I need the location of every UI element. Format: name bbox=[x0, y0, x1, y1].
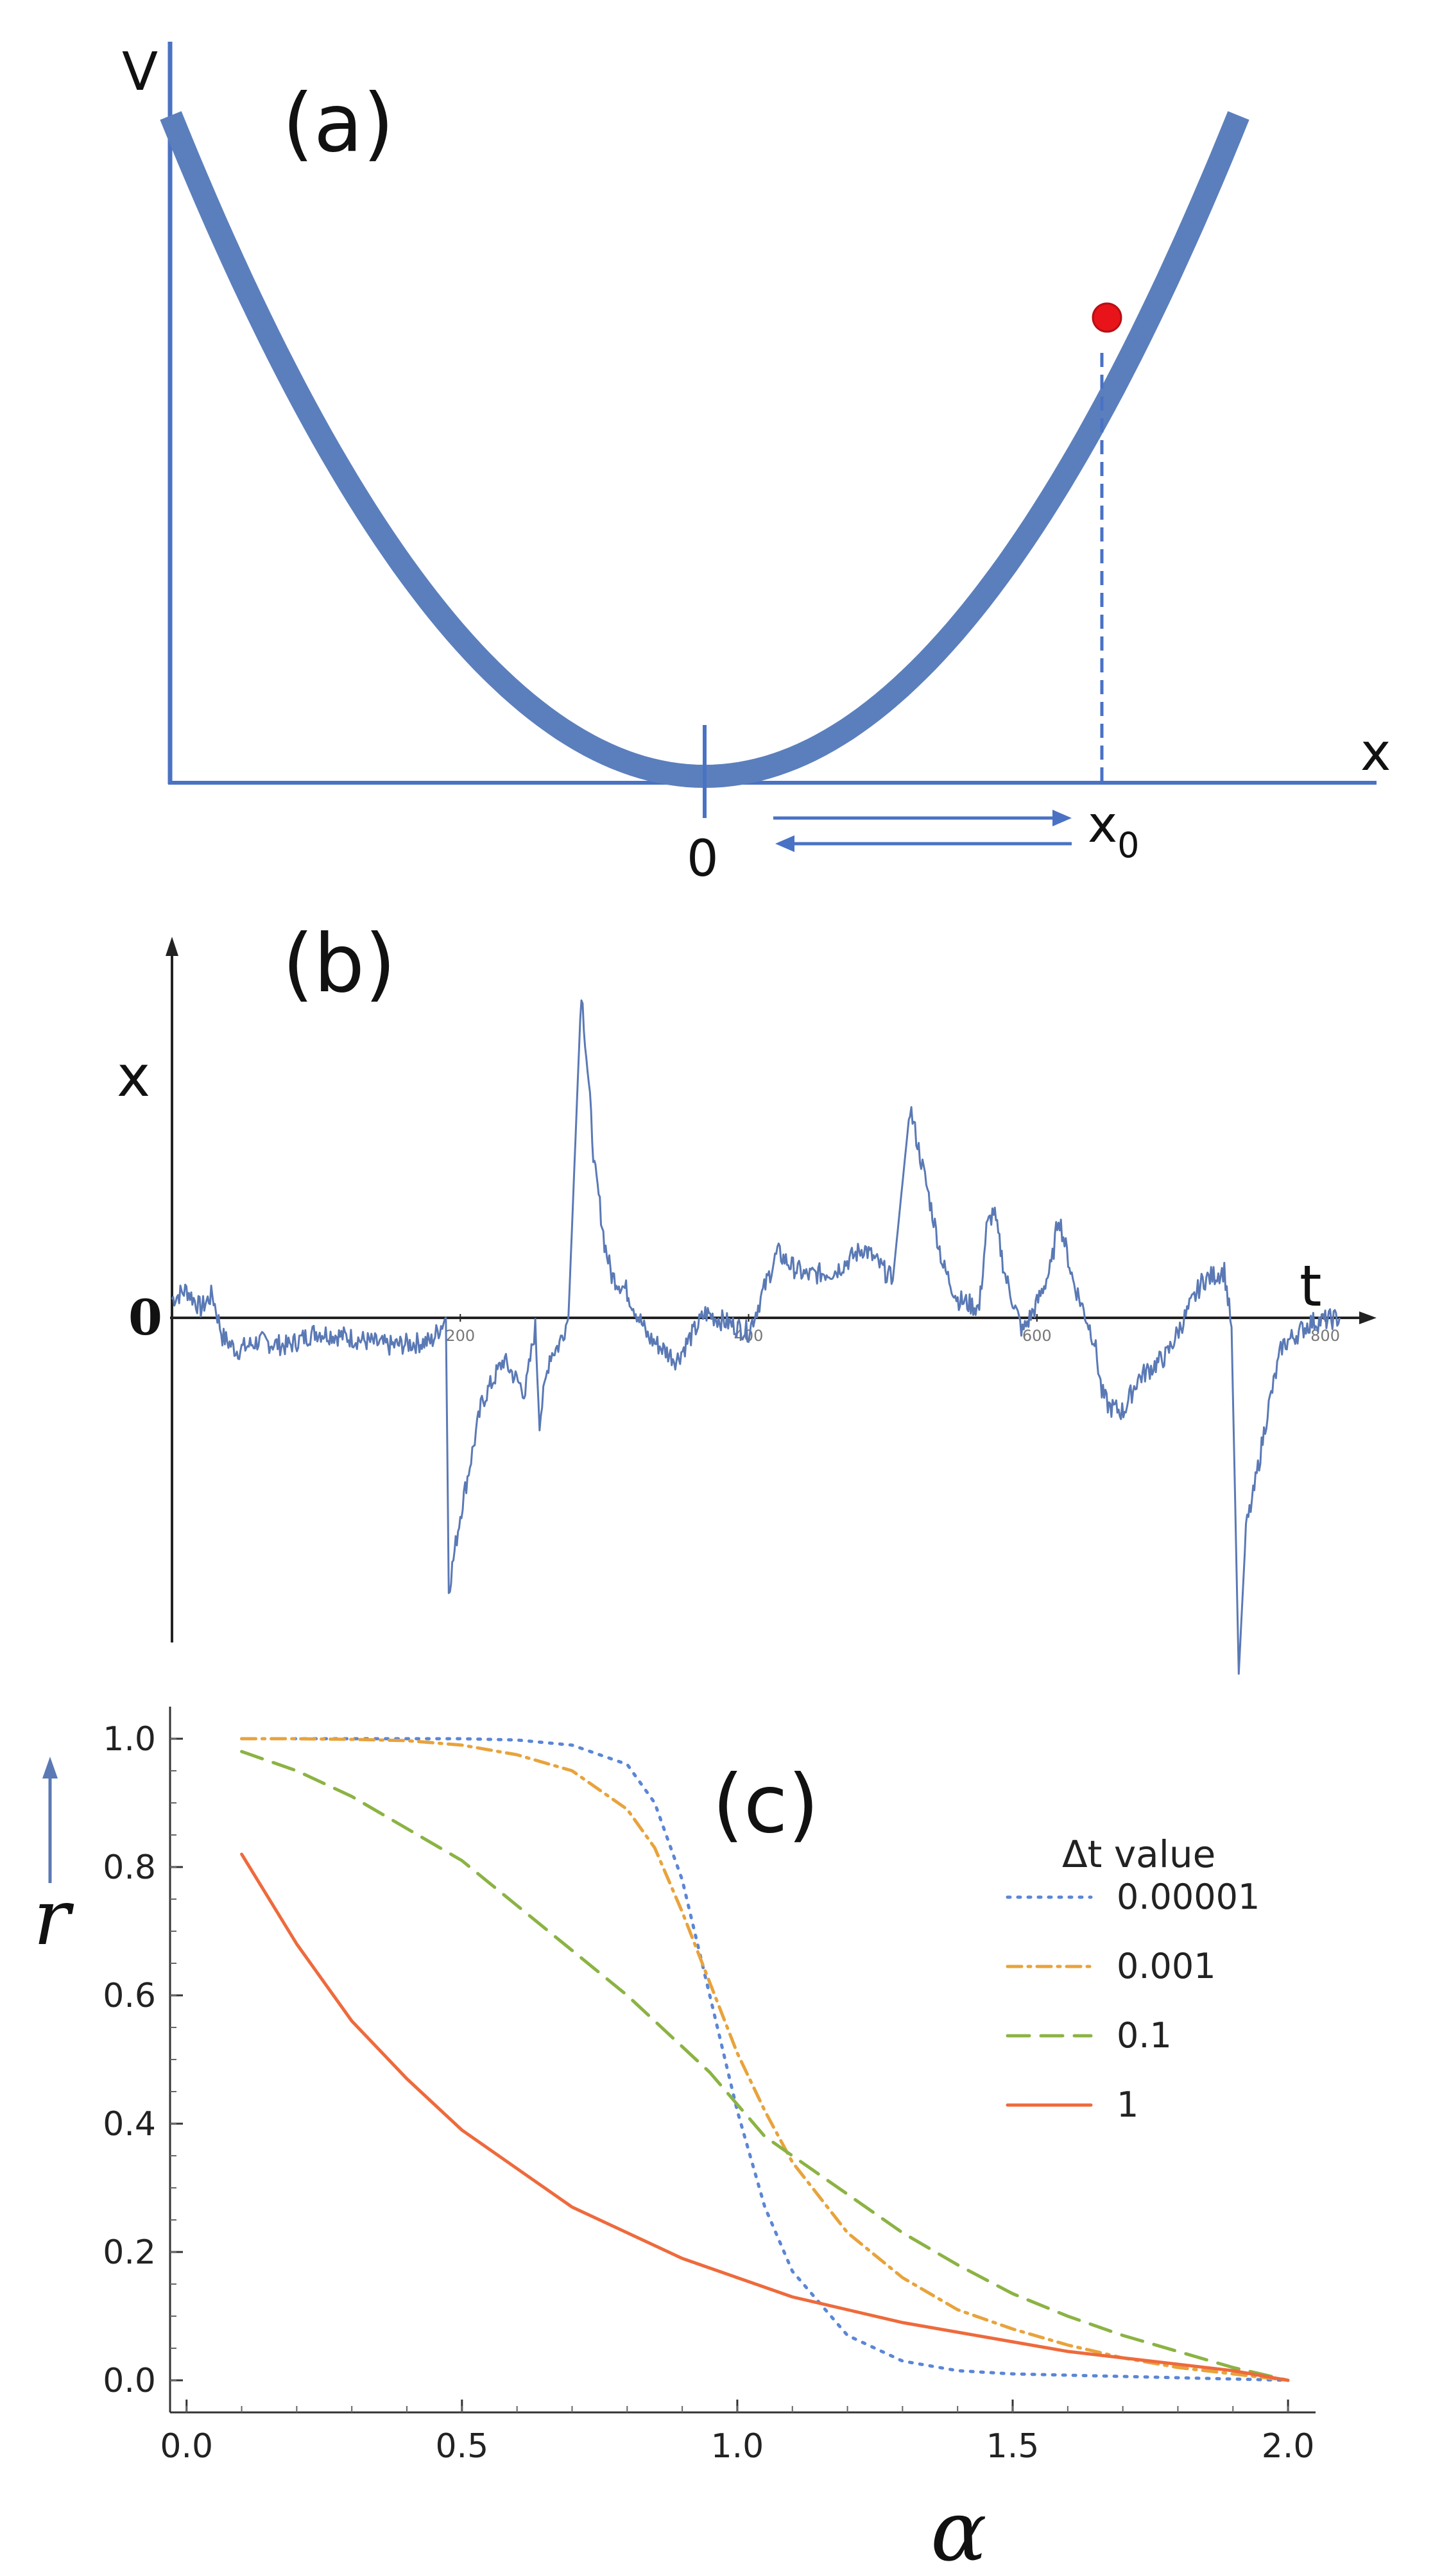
panel-a-arrow-right bbox=[773, 810, 1072, 826]
panel-a-particle-point bbox=[1092, 302, 1122, 333]
panel-b-x-ticks: 200 400 600 800 bbox=[445, 1314, 1340, 1345]
legend-label-2: 0.001 bbox=[1117, 1946, 1216, 1986]
panel-b-x-axis-label: t bbox=[1300, 1253, 1322, 1319]
legend-label-1: 0.00001 bbox=[1117, 1877, 1260, 1917]
panel-c-y-ticks: 0.0 0.2 0.4 0.6 0.8 1.0 bbox=[103, 1720, 183, 2400]
panel-b-label: (b) bbox=[282, 917, 396, 1011]
panel-c-x-tick-label: 0.0 bbox=[160, 2427, 213, 2466]
panel-a-x0-subscript: 0 bbox=[1117, 825, 1139, 866]
panel-c-y-tick-label: 0.6 bbox=[103, 1977, 156, 2015]
panel-b-y-axis-label: x bbox=[117, 1043, 150, 1109]
panel-c-label: (c) bbox=[712, 1758, 819, 1851]
panel-c-y-tick-label: 0.0 bbox=[103, 2362, 156, 2400]
panel-c-y-tick-label: 0.2 bbox=[103, 2233, 156, 2272]
legend-label-3: 0.1 bbox=[1117, 2015, 1172, 2056]
panel-a-origin-label: 0 bbox=[687, 830, 719, 888]
panel-b: (b) x t 0 200 400 600 800 bbox=[117, 917, 1377, 1675]
panel-a: V x (a) 0 x0 bbox=[122, 42, 1391, 888]
panel-b-x-tick-label: 200 bbox=[445, 1327, 475, 1345]
panel-c-y-tick-label: 1.0 bbox=[103, 1720, 156, 1759]
panel-c-x-tick-label: 2.0 bbox=[1262, 2427, 1315, 2466]
panel-c: 0.0 0.2 0.4 0.6 0.8 1.0 0.0 0.5 1.0 1.5 2.0 (c) r… bbox=[33, 1707, 1316, 2576]
panel-b-trajectory-trace bbox=[171, 999, 1341, 1675]
panel-a-label: (a) bbox=[282, 77, 394, 170]
panel-c-x-axis-label: α bbox=[931, 2482, 987, 2576]
legend-title: Δt value bbox=[1062, 1832, 1215, 1876]
panel-a-y-axis-label: V bbox=[122, 42, 158, 103]
panel-c-legend: Δt value 0.00001 0.001 0.1 1 bbox=[1006, 1832, 1260, 2125]
series-line-3 bbox=[240, 1750, 1290, 2382]
panel-c-x-tick-label: 1.5 bbox=[986, 2427, 1040, 2466]
panel-b-x-axis-arrow bbox=[1359, 1311, 1377, 1324]
panel-c-y-axis-arrow bbox=[42, 1757, 58, 1883]
series-line-4 bbox=[240, 1852, 1290, 2382]
panel-a-potential-curve bbox=[160, 111, 1249, 789]
series-line-2 bbox=[240, 1737, 1290, 2382]
panel-c-series-group bbox=[240, 1737, 1290, 2382]
panel-c-x-tick-label: 0.5 bbox=[435, 2427, 488, 2466]
legend-label-4: 1 bbox=[1117, 2085, 1138, 2125]
panel-a-arrow-left bbox=[775, 835, 1072, 852]
panel-c-y-tick-label: 0.8 bbox=[103, 1848, 156, 1887]
panel-a-x-axis-label: x bbox=[1360, 722, 1391, 782]
panel-b-x-tick-label: 800 bbox=[1310, 1327, 1340, 1345]
panel-a-x0-label: x0 bbox=[1088, 796, 1140, 866]
panel-c-x-tick-label: 1.0 bbox=[711, 2427, 764, 2466]
panel-b-y-axis-arrow bbox=[166, 937, 178, 956]
panel-c-x-ticks: 0.0 0.5 1.0 1.5 2.0 bbox=[160, 2400, 1314, 2466]
panel-b-x-tick-label: 600 bbox=[1022, 1327, 1052, 1345]
panel-c-y-tick-label: 0.4 bbox=[103, 2105, 156, 2144]
panel-c-y-axis-label: r bbox=[33, 1873, 74, 1963]
panel-b-zero-label: 0 bbox=[128, 1289, 162, 1346]
series-line-1 bbox=[240, 1737, 1290, 2382]
